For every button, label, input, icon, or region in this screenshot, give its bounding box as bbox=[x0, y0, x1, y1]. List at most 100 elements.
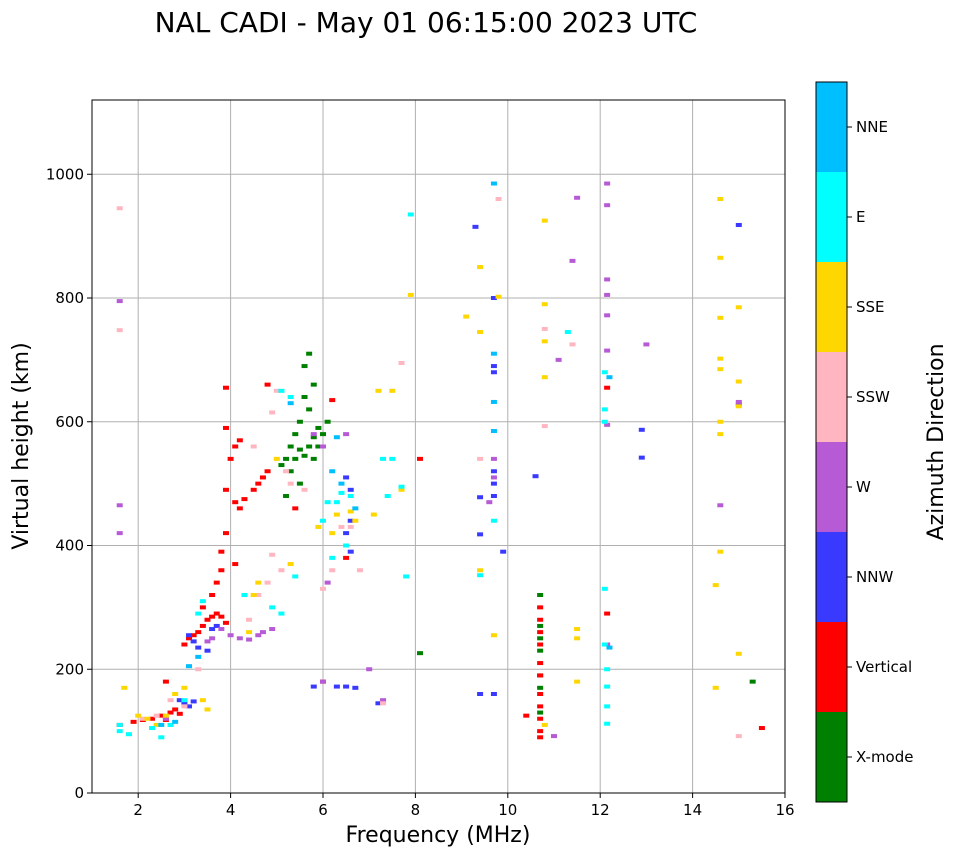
data-point-x-mode bbox=[320, 432, 326, 437]
data-point-vertical bbox=[222, 385, 229, 390]
data-point-vertical bbox=[218, 549, 225, 554]
data-point-nnw bbox=[190, 699, 197, 704]
data-point-ssw bbox=[495, 197, 502, 201]
data-point-w bbox=[259, 630, 266, 635]
data-point-nnw bbox=[343, 684, 350, 689]
data-point-e bbox=[604, 704, 611, 709]
data-point-nne bbox=[338, 481, 345, 486]
data-point-sse bbox=[144, 716, 151, 721]
data-point-e bbox=[320, 518, 326, 523]
data-point-e bbox=[380, 456, 387, 461]
data-point-ssw bbox=[320, 586, 326, 591]
data-point-sse bbox=[370, 512, 377, 517]
data-point-vertical bbox=[264, 382, 271, 387]
colorbar-label-sse: SSE bbox=[856, 298, 885, 316]
data-point-x-mode bbox=[283, 494, 290, 498]
data-point-vertical bbox=[162, 679, 169, 684]
data-point-sse bbox=[463, 314, 470, 319]
data-point-nne bbox=[606, 645, 613, 650]
data-point-sse bbox=[273, 456, 280, 461]
y-tick-label: 200 bbox=[55, 660, 84, 678]
data-point-vertical bbox=[537, 716, 544, 721]
data-point-ssw bbox=[246, 617, 253, 622]
data-point-ssw bbox=[167, 698, 174, 703]
x-tick-label: 10 bbox=[498, 801, 517, 819]
data-point-e bbox=[278, 611, 285, 616]
data-point-vertical bbox=[204, 617, 211, 622]
data-point-sse bbox=[287, 562, 294, 567]
data-point-nnw bbox=[490, 296, 497, 300]
data-point-sse bbox=[717, 549, 724, 554]
data-point-vertical bbox=[167, 710, 174, 715]
colorbar-label-nne: NNE bbox=[856, 118, 888, 136]
data-point-w bbox=[490, 456, 497, 461]
data-point-nnw bbox=[500, 549, 507, 554]
data-point-nnw bbox=[638, 455, 645, 460]
data-point-vertical bbox=[209, 593, 216, 597]
data-point-vertical bbox=[236, 438, 243, 443]
data-point-x-mode bbox=[310, 382, 317, 387]
data-point-ssw bbox=[338, 524, 345, 529]
data-point-ssw bbox=[541, 326, 548, 331]
x-tick-label: 14 bbox=[683, 801, 702, 819]
data-point-e bbox=[389, 456, 396, 461]
y-axis-label: Virtual height (km) bbox=[9, 342, 34, 549]
data-point-w bbox=[320, 679, 326, 684]
data-point-e bbox=[292, 574, 299, 579]
data-point-w bbox=[604, 277, 611, 282]
data-point-ssw bbox=[380, 701, 387, 706]
data-point-nne bbox=[158, 722, 165, 727]
data-point-w bbox=[236, 636, 243, 641]
data-point-vertical bbox=[329, 398, 336, 403]
data-point-ssw bbox=[301, 487, 308, 492]
colorbar-label-w: W bbox=[856, 478, 871, 496]
data-point-sse bbox=[574, 636, 581, 641]
data-point-e bbox=[269, 605, 276, 610]
data-point-sse bbox=[315, 524, 322, 529]
data-point-ssw bbox=[195, 667, 202, 672]
data-point-nnw bbox=[735, 222, 742, 227]
data-point-sse bbox=[735, 379, 742, 384]
data-point-x-mode bbox=[296, 419, 303, 424]
data-point-sse bbox=[541, 302, 548, 307]
grid-lines bbox=[92, 100, 786, 794]
data-point-ssw bbox=[477, 456, 484, 461]
data-point-ssw bbox=[139, 716, 146, 721]
data-point-x-mode bbox=[537, 623, 544, 628]
data-point-x-mode bbox=[292, 432, 299, 437]
data-point-sse bbox=[333, 512, 340, 517]
data-point-sse bbox=[352, 518, 359, 523]
data-point-sse bbox=[477, 568, 484, 573]
data-point-vertical bbox=[523, 713, 530, 718]
data-point-vertical bbox=[537, 605, 544, 610]
data-point-nnw bbox=[490, 370, 497, 375]
data-point-sse bbox=[375, 388, 382, 393]
data-point-e bbox=[199, 599, 206, 604]
data-point-ssw bbox=[269, 552, 276, 557]
data-point-nnw bbox=[181, 701, 188, 706]
data-point-w bbox=[604, 181, 611, 186]
data-point-vertical bbox=[537, 735, 544, 740]
x-tick-label: 6 bbox=[318, 801, 328, 819]
data-point-x-mode bbox=[292, 456, 299, 461]
data-point-ssw bbox=[541, 424, 548, 429]
y-tick-label: 1000 bbox=[46, 165, 84, 183]
x-axis-ticks: 2 4 6 8 10 12 14 16 bbox=[133, 793, 795, 819]
data-point-e bbox=[116, 722, 123, 727]
data-point-w bbox=[246, 637, 253, 642]
colorbar-swatch-w bbox=[816, 442, 847, 532]
data-point-nne bbox=[186, 664, 193, 669]
y-axis-ticks: 0 200 400 600 800 1000 bbox=[46, 165, 92, 802]
data-point-x-mode bbox=[278, 463, 285, 468]
data-point-ssw bbox=[116, 206, 123, 211]
data-point-w bbox=[310, 432, 317, 437]
data-point-vertical bbox=[213, 611, 220, 616]
data-point-w bbox=[717, 503, 724, 508]
data-point-e bbox=[604, 667, 611, 672]
data-point-nnw bbox=[490, 481, 497, 486]
data-point-nnw bbox=[213, 623, 220, 628]
data-point-ssw bbox=[153, 713, 160, 718]
data-point-w bbox=[227, 633, 234, 638]
colorbar-label-nnw: NNW bbox=[856, 568, 893, 586]
data-point-sse bbox=[717, 419, 724, 424]
